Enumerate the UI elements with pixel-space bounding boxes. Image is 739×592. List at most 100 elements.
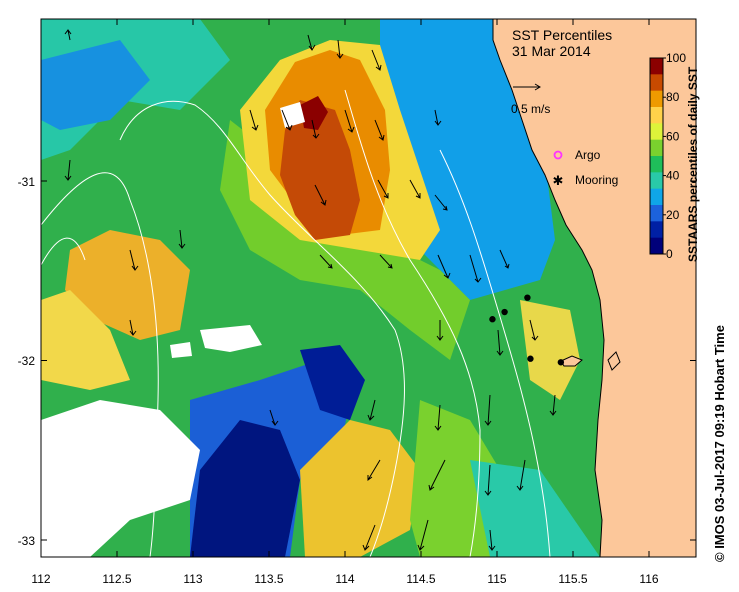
mooring-marker-icon: ✱ <box>553 173 564 188</box>
velocity-arrow <box>434 404 442 431</box>
nodata-patch-a <box>200 325 262 352</box>
region-green-south <box>410 400 500 557</box>
velocity-arrow <box>367 459 381 481</box>
velocity-arrow <box>371 49 382 71</box>
colorbar-tick-labels: 100 80 60 40 20 0 <box>663 51 686 261</box>
velocity-scale-label: 0.5 m/s <box>511 102 550 116</box>
colorbar-swatch <box>650 237 663 255</box>
x-tick-label: 112.5 <box>102 572 131 586</box>
mooring-markers <box>489 294 565 366</box>
region-orange-west <box>65 230 190 340</box>
x-tick-label: 113 <box>183 572 202 586</box>
x-tick-label: 114 <box>335 572 354 586</box>
velocity-arrow <box>307 34 316 51</box>
colorbar-swatch <box>650 107 663 124</box>
map-title: SST Percentiles <box>512 27 612 43</box>
velocity-arrow <box>129 249 139 271</box>
x-tick-label: 116 <box>639 572 658 586</box>
velocity-arrow <box>516 459 526 491</box>
region-yellow-west <box>41 290 130 390</box>
x-tick-marks <box>40 19 650 557</box>
colorbar-tick-label: 60 <box>666 129 680 143</box>
velocity-arrow <box>336 39 344 59</box>
colorbar-label: SSTAARS percentiles of daily SST <box>686 66 700 262</box>
velocity-arrow <box>379 254 393 269</box>
velocity-arrow <box>377 179 389 199</box>
land-garden-island <box>607 351 621 371</box>
y-tick-label: -31 <box>18 175 36 189</box>
velocity-arrow <box>269 409 279 426</box>
colorbar-swatch <box>650 188 663 206</box>
isobath-west <box>41 172 159 557</box>
velocity-arrow <box>311 119 320 139</box>
velocity-scale-arrow <box>513 83 541 91</box>
x-tick-label: 112 <box>31 572 50 586</box>
colorbar-swatch <box>650 74 663 92</box>
y-tick-marks <box>41 180 696 541</box>
velocity-arrow <box>434 194 448 211</box>
mooring-marker <box>524 294 531 301</box>
colorbar-swatch <box>650 221 663 239</box>
map-area <box>41 19 696 557</box>
colorbar-swatch <box>650 58 663 75</box>
isobath-shelf <box>439 149 551 557</box>
velocity-arrow <box>484 464 492 496</box>
mooring-marker <box>527 355 534 362</box>
velocity-arrow <box>469 254 482 283</box>
velocity-arrow <box>436 320 444 341</box>
marker-legend: Argo ✱ Mooring <box>553 148 619 188</box>
mooring-label: Mooring <box>575 173 618 187</box>
land-australia <box>492 19 696 557</box>
colorbar-swatch <box>650 123 663 141</box>
region-navy-mid <box>300 345 365 420</box>
colorbar-tick-label: 20 <box>666 208 680 222</box>
y-tick-label: -33 <box>18 534 36 548</box>
velocity-arrow <box>374 119 385 141</box>
colorbar-swatch <box>650 172 663 190</box>
x-tick-labels: 112 112.5 113 113.5 114 114.5 115 115.5 … <box>31 572 658 586</box>
colorbar-swatch <box>650 139 663 157</box>
isobath-outer <box>119 100 405 557</box>
velocity-arrow <box>499 249 510 269</box>
colorbar: 100 80 60 40 20 0 SSTAARS percentiles of dail… <box>649 51 700 262</box>
velocity-arrow <box>437 254 451 279</box>
velocity-scale: 0.5 m/s <box>511 83 550 116</box>
colorbar-tick-label: 80 <box>666 90 680 104</box>
velocity-arrow <box>281 109 293 131</box>
colorbar-swatch <box>650 90 663 108</box>
velocity-arrow <box>428 459 446 491</box>
velocity-arrow <box>314 184 327 206</box>
region-yellow-shelf <box>520 300 580 400</box>
velocity-arrow <box>367 399 376 421</box>
region-teal-south <box>470 460 600 557</box>
mooring-marker <box>501 308 508 316</box>
colorbar-tick-label: 0 <box>666 247 673 261</box>
velocity-arrow <box>178 229 186 249</box>
credit-text: © IMOS 03-Jul-2017 09:19 Hobart Time <box>712 325 727 562</box>
colorbar-tick-label: 40 <box>666 169 680 183</box>
y-tick-labels: -31 -32 -33 <box>18 175 36 548</box>
x-tick-label: 114.5 <box>406 572 435 586</box>
isobath-mid <box>344 89 481 557</box>
map-frame <box>40 18 697 558</box>
region-red-core <box>280 100 360 240</box>
velocity-arrow <box>434 109 442 126</box>
x-tick-label: 115 <box>487 572 506 586</box>
x-tick-label: 113.5 <box>254 572 283 586</box>
colorbar-swatch <box>650 205 663 222</box>
region-navy-south <box>190 420 300 557</box>
map-date: 31 Mar 2014 <box>512 43 591 59</box>
region-blue-west <box>41 40 150 130</box>
velocity-arrow <box>64 159 72 181</box>
velocity-arrow <box>362 524 376 551</box>
velocity-arrow <box>549 394 557 416</box>
velocity-arrow <box>319 254 333 269</box>
velocity-arrow <box>129 319 137 336</box>
y-tick-label: -32 <box>18 354 36 368</box>
velocity-arrow <box>249 109 259 131</box>
region-yellow-south <box>300 420 420 557</box>
argo-label: Argo <box>575 148 601 162</box>
x-tick-label: 115.5 <box>558 572 587 586</box>
colorbar-swatches <box>650 58 663 255</box>
